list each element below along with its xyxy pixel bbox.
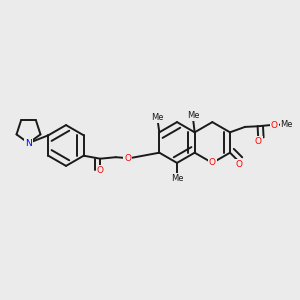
Text: Me: Me	[187, 111, 200, 120]
Text: N: N	[25, 139, 32, 148]
Text: O: O	[236, 160, 242, 169]
Text: Me: Me	[280, 120, 293, 129]
Text: O: O	[124, 154, 131, 163]
Text: O: O	[255, 137, 262, 146]
Text: O: O	[209, 158, 216, 167]
Text: O: O	[271, 121, 278, 130]
Text: Me: Me	[152, 113, 164, 122]
Text: Me: Me	[171, 174, 183, 183]
Text: O: O	[97, 166, 104, 175]
